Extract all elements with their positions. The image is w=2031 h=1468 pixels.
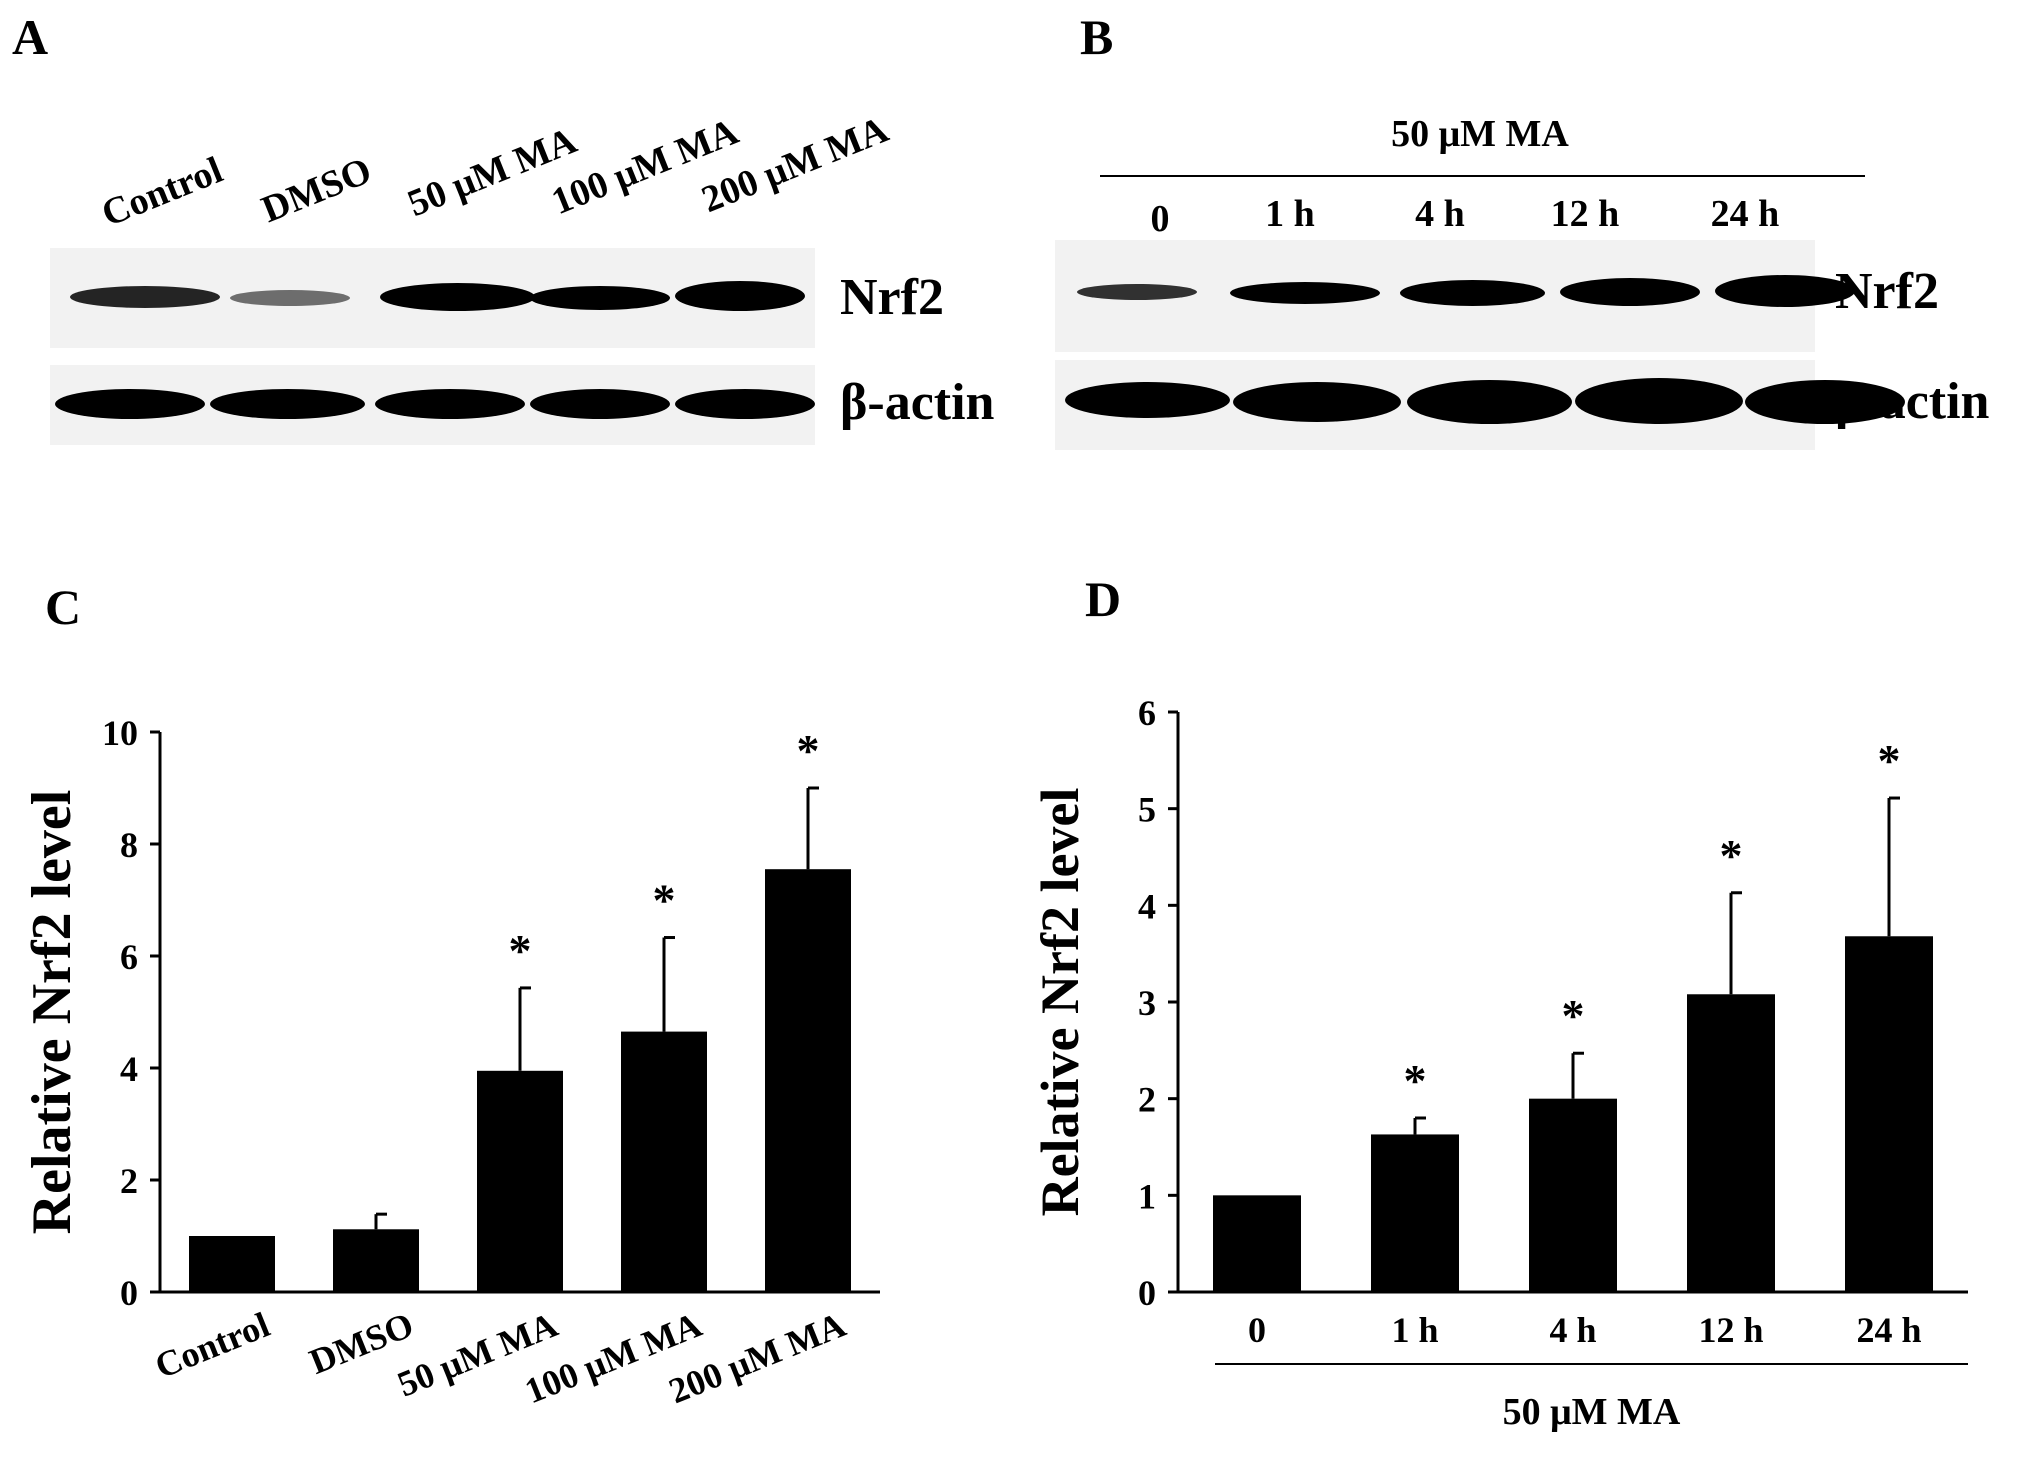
bar: [1687, 994, 1775, 1292]
band: [375, 389, 525, 419]
blot-a-actin: [50, 365, 815, 445]
y-tick-label: 2: [120, 1161, 138, 1201]
band: [1230, 282, 1380, 304]
y-tick-label: 0: [1138, 1273, 1156, 1313]
blot-a-nrf2: [50, 248, 815, 348]
x-tick-label: 12 h: [1698, 1310, 1763, 1350]
blot-label-b-nrf2: Nrf2: [1835, 263, 1939, 320]
y-tick-label: 6: [120, 937, 138, 977]
blot-label-a-actin: β-actin: [840, 374, 995, 431]
band: [1745, 380, 1905, 424]
band: [70, 286, 220, 308]
band: [530, 389, 670, 419]
panel-letter-d: D: [1085, 571, 1122, 627]
blot-label-b-actin: β-actin: [1835, 373, 1990, 430]
significance-marker: *: [797, 725, 820, 776]
band: [1715, 275, 1855, 307]
band: [380, 283, 535, 311]
bar: [477, 1070, 563, 1292]
y-tick-label: 5: [1138, 790, 1156, 830]
y-tick-label: 8: [120, 825, 138, 865]
lane-label-a-1: Control: [95, 148, 229, 236]
blot-label-a-nrf2: Nrf2: [840, 269, 944, 326]
band: [1575, 378, 1743, 424]
bar: [1371, 1134, 1459, 1292]
band: [675, 389, 815, 419]
x-tick-label: 1 h: [1391, 1310, 1438, 1350]
band: [1400, 280, 1545, 306]
panel-letter-a: A: [12, 9, 49, 65]
y-tick-label: 4: [120, 1049, 138, 1089]
blot-b-nrf2: [1055, 240, 1855, 352]
treatment-bracket-b: [1100, 175, 1865, 177]
x-tick-label: 4 h: [1549, 1310, 1596, 1350]
y-tick-label: 3: [1138, 983, 1156, 1023]
panel-letter-b: B: [1080, 9, 1114, 65]
y-tick-label: 1: [1138, 1176, 1156, 1216]
band: [230, 290, 350, 306]
band: [1407, 380, 1572, 424]
x-axis-label: 50 μM MA: [1503, 1391, 1681, 1433]
significance-marker: *: [1878, 735, 1901, 786]
bar-chart-d: 0 1 2 3 4 5 6 Relative Nrf2 level 0 * 1 h * 4 h * 12 h…: [1030, 693, 1968, 1433]
band: [530, 286, 670, 310]
significance-marker: *: [1404, 1055, 1427, 1106]
treatment-label-b: 50 μM MA: [1391, 113, 1569, 155]
significance-marker: *: [509, 925, 532, 976]
lane-label-b-5: 24 h: [1710, 193, 1780, 235]
bar: [189, 1236, 275, 1292]
y-axis-label: Relative Nrf2 level: [21, 790, 83, 1235]
lane-label-b-4: 12 h: [1550, 193, 1620, 235]
bar: [1529, 1098, 1617, 1292]
blot-b-actin: [1055, 360, 1905, 450]
bar: [1845, 936, 1933, 1292]
y-tick-label: 4: [1138, 886, 1156, 926]
band: [1077, 284, 1197, 300]
lane-label-b-1: 0: [1150, 198, 1170, 240]
band: [55, 389, 205, 419]
significance-marker: *: [653, 875, 676, 926]
band: [1233, 382, 1401, 422]
significance-marker: *: [1562, 990, 1585, 1041]
x-tick-label: 0: [1248, 1310, 1266, 1350]
lane-label-a-2: DMSO: [255, 149, 378, 232]
bar: [1213, 1195, 1301, 1292]
bar: [621, 1031, 707, 1292]
significance-marker: *: [1720, 830, 1743, 881]
y-tick-label: 0: [120, 1273, 138, 1313]
band: [675, 281, 805, 311]
x-tick-label: Control: [149, 1304, 275, 1386]
bar: [765, 869, 851, 1292]
band: [210, 389, 365, 419]
band: [1065, 382, 1230, 418]
y-tick-label: 2: [1138, 1080, 1156, 1120]
bar: [333, 1229, 419, 1292]
x-tick-label: 24 h: [1856, 1310, 1921, 1350]
band: [1560, 278, 1700, 306]
y-tick-label: 10: [102, 713, 138, 753]
lane-label-b-3: 4 h: [1415, 193, 1465, 235]
panel-letter-c: C: [45, 579, 82, 635]
y-axis-label: Relative Nrf2 level: [1030, 788, 1090, 1217]
y-tick-label: 6: [1138, 693, 1156, 733]
lane-label-b-2: 1 h: [1265, 193, 1315, 235]
